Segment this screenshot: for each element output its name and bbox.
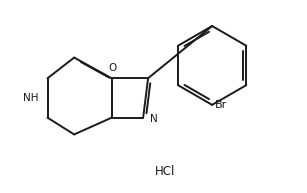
Text: NH: NH [23,93,39,103]
Text: O: O [108,63,117,73]
Text: HCl: HCl [155,165,175,178]
Text: N: N [150,114,158,124]
Text: Br: Br [215,100,227,110]
